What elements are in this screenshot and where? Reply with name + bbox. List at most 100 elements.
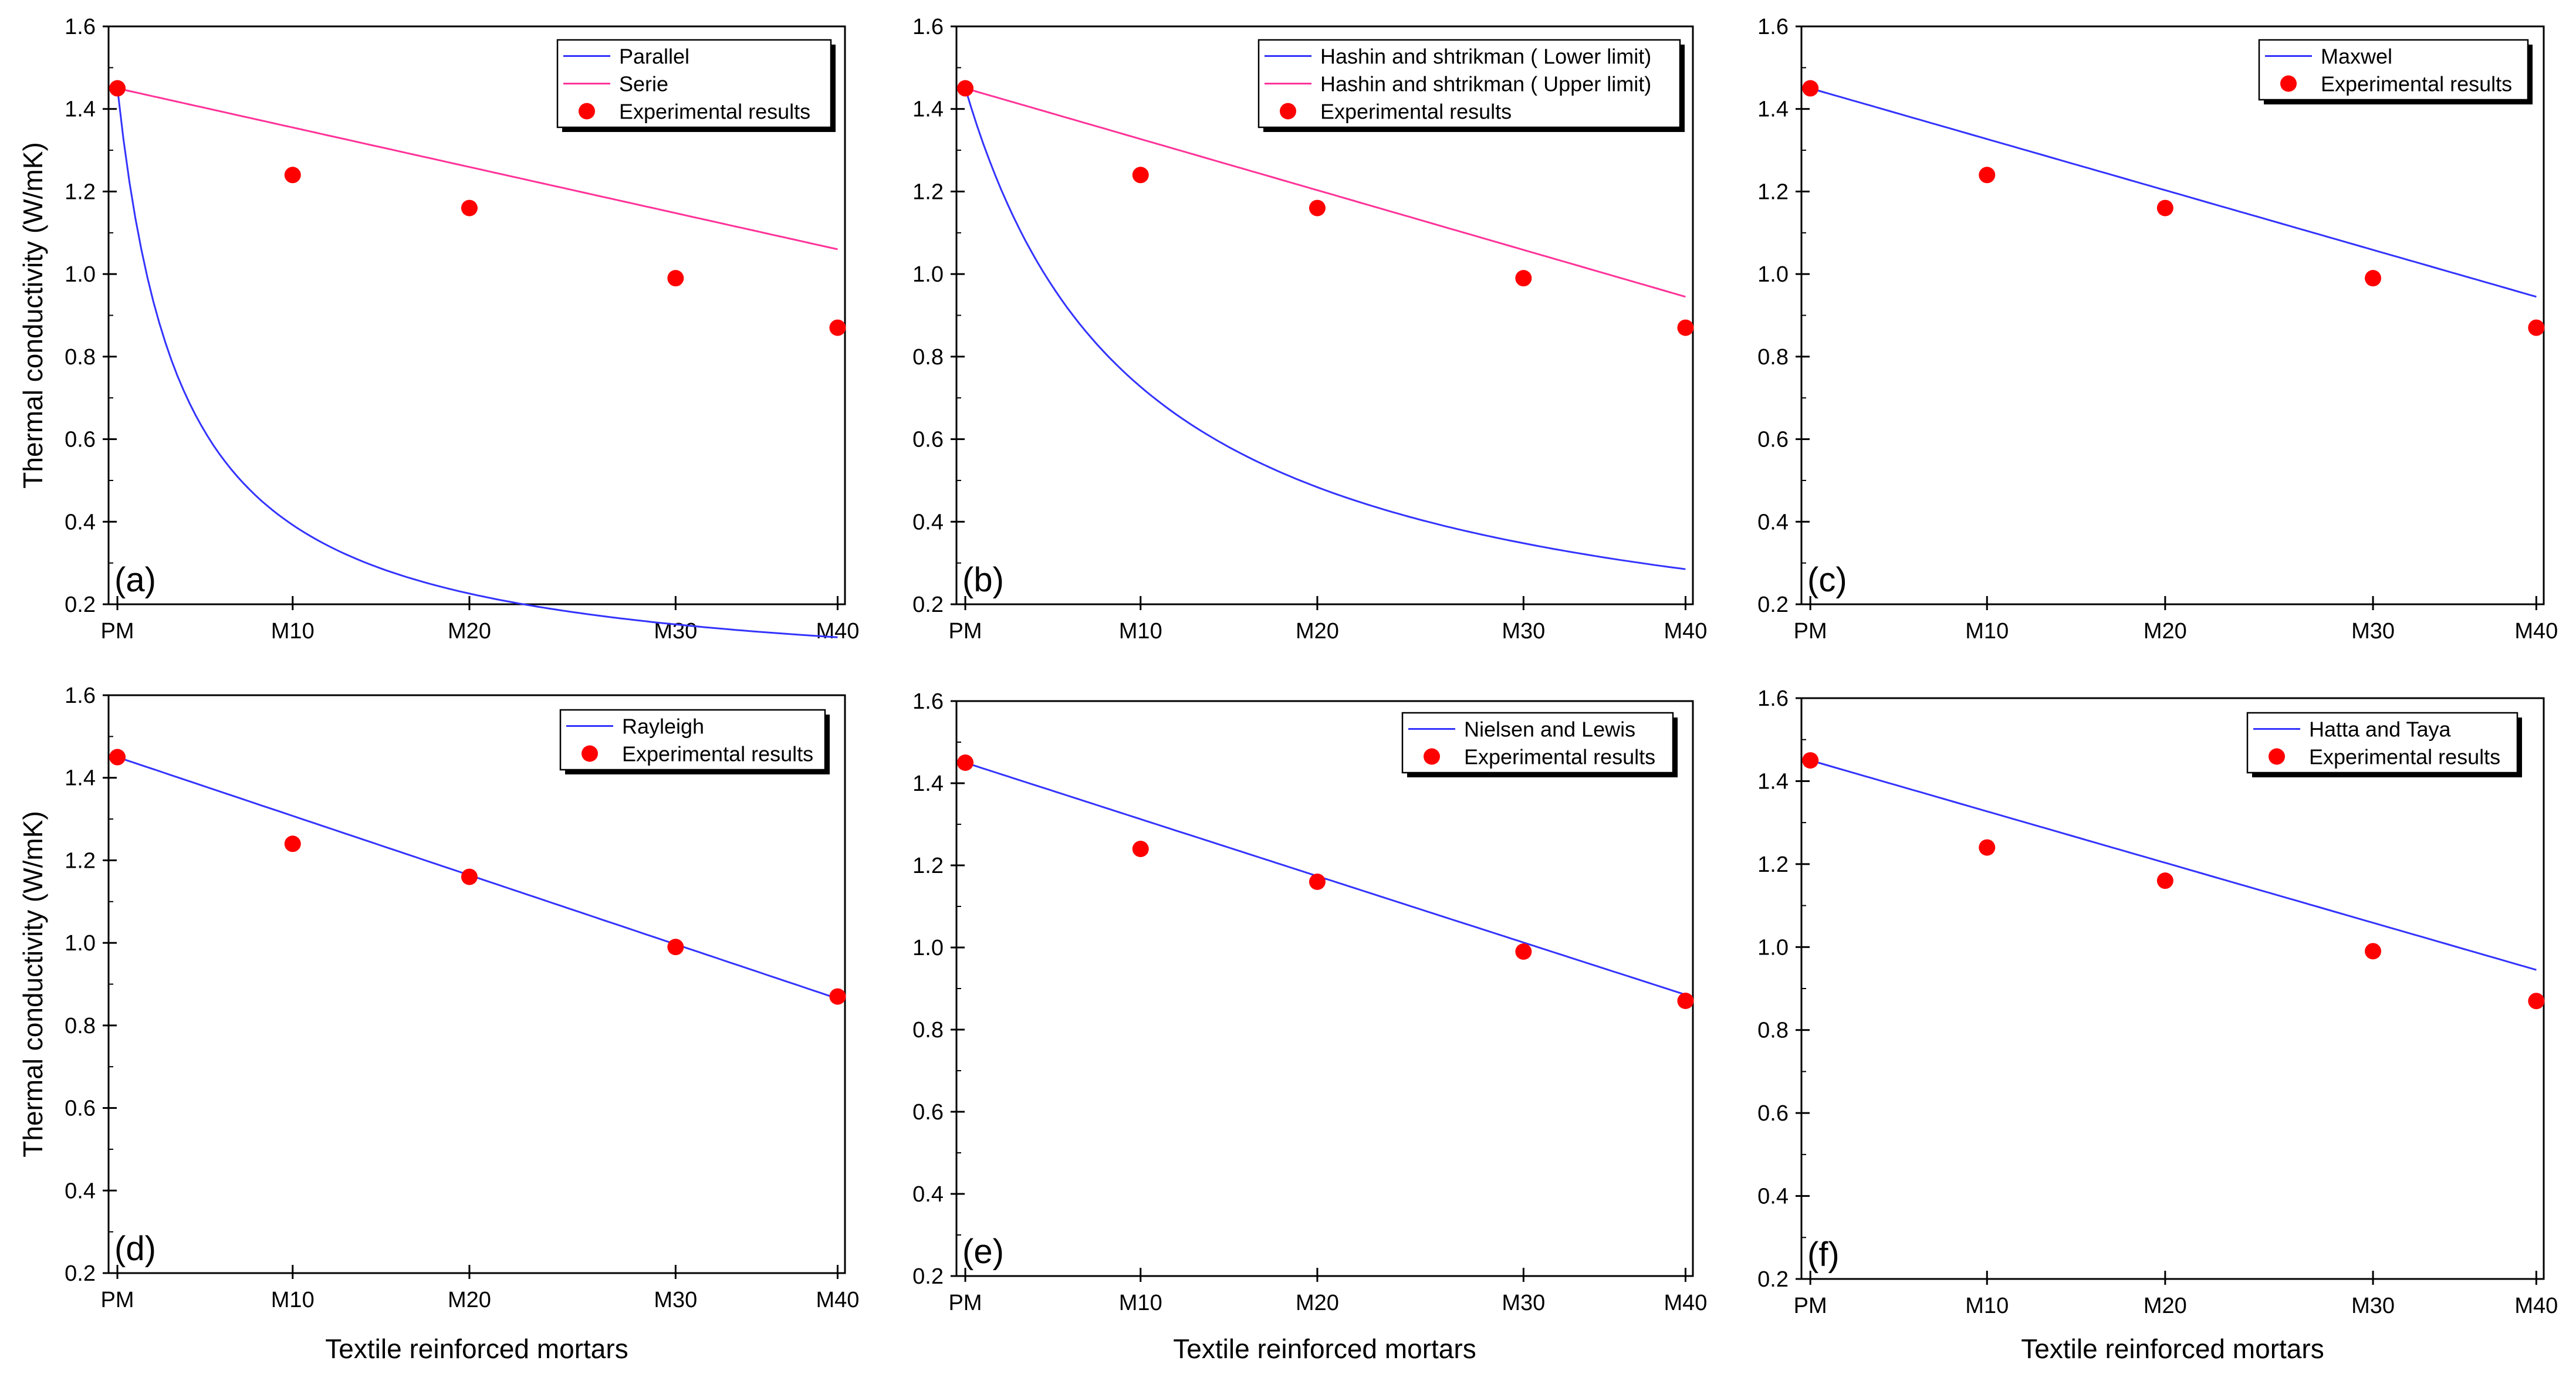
data-point xyxy=(1677,319,1694,336)
y-tick-label: 0.8 xyxy=(912,1018,944,1043)
data-point xyxy=(829,319,846,336)
data-point xyxy=(957,754,974,771)
series-line-1 xyxy=(117,87,838,251)
x-tick-label: M40 xyxy=(2514,619,2558,644)
series-line-1 xyxy=(965,87,1686,298)
y-tick-label: 0.2 xyxy=(65,1261,96,1286)
x-tick-label: M30 xyxy=(654,1288,697,1312)
plot-frame xyxy=(955,700,1694,1277)
data-point xyxy=(667,270,684,287)
data-point xyxy=(1677,993,1694,1009)
y-tick-label: 0.8 xyxy=(1757,345,1789,370)
y-tick-label: 1.2 xyxy=(1757,180,1789,204)
legend-marker-swatch xyxy=(1424,748,1440,765)
legend-box xyxy=(1257,39,1681,128)
x-tick-label: M20 xyxy=(1296,1291,1339,1315)
x-tick-label: M20 xyxy=(2144,619,2187,644)
x-tick-label: M40 xyxy=(816,619,859,644)
x-tick-label: M40 xyxy=(2514,1294,2558,1318)
x-tick-label: M40 xyxy=(1664,619,1707,644)
y-tick-label: 1.0 xyxy=(65,262,96,287)
data-point xyxy=(1309,874,1326,890)
y-tick-label: 1.2 xyxy=(912,180,944,204)
data-point xyxy=(1515,270,1532,287)
panel-label: (b) xyxy=(962,561,1004,599)
x-tick-label: M20 xyxy=(1296,619,1339,644)
x-tick-label: M40 xyxy=(1664,1291,1707,1315)
y-tick-label: 0.2 xyxy=(912,1264,944,1289)
y-tick-label: 1.6 xyxy=(912,15,944,39)
x-tick-label: PM xyxy=(949,619,982,644)
panel-c: 0.2 0.4 0.6 0.8 1.0 1.2 1.4 1.6 PM M10 M20 M30 M40 Ma… xyxy=(1757,15,2558,644)
data-point xyxy=(2528,993,2545,1010)
series-line-0 xyxy=(1810,759,2537,971)
y-tick-label: 1.0 xyxy=(65,931,96,956)
x-axis-title: Textile reinforced mortars xyxy=(2021,1334,2324,1364)
plot-frame xyxy=(107,694,846,1274)
y-tick-label: 1.2 xyxy=(912,854,944,878)
panel-d: 0.2 0.4 0.6 0.8 1.0 1.2 1.4 1.6 PM M10 M20 M30 M40 Ra… xyxy=(18,683,859,1364)
legend-box xyxy=(559,709,826,771)
x-tick-label: M20 xyxy=(448,619,491,644)
y-tick-label: 0.4 xyxy=(1757,1185,1789,1209)
data-point xyxy=(2365,270,2382,287)
y-tick-label: 0.8 xyxy=(912,345,944,370)
y-tick-label: 0.2 xyxy=(65,593,96,617)
series-line-0 xyxy=(1810,87,2537,298)
data-point xyxy=(1802,752,1819,769)
panel-e: 0.2 0.4 0.6 0.8 1.0 1.2 1.4 1.6 PM M10 M20 M30 M40 Ni… xyxy=(912,689,1707,1364)
legend-label: Hashin and shtrikman ( Upper limit) xyxy=(1320,72,1651,96)
x-tick-label: M10 xyxy=(271,1288,315,1312)
data-point xyxy=(1979,839,1996,856)
legend-label: Experimental results xyxy=(2321,72,2512,96)
legend-marker-swatch xyxy=(579,103,595,120)
x-tick-label: M10 xyxy=(271,619,315,644)
data-point xyxy=(667,939,684,956)
x-tick-label: M20 xyxy=(2144,1294,2187,1318)
panel-f: 0.2 0.4 0.6 0.8 1.0 1.2 1.4 1.6 PM M10 M20 M30 M40 Ha… xyxy=(1757,686,2558,1364)
x-tick-label: M40 xyxy=(816,1288,859,1312)
y-tick-label: 1.6 xyxy=(1757,686,1789,711)
legend-label: Experimental results xyxy=(1320,100,1512,124)
y-tick-label: 0.6 xyxy=(912,428,944,452)
legend-marker-swatch xyxy=(2280,75,2297,92)
y-tick-label: 0.4 xyxy=(65,1179,96,1203)
panel-label: (c) xyxy=(1807,561,1847,599)
y-tick-label: 0.6 xyxy=(65,1097,96,1121)
legend-box xyxy=(1401,712,1674,774)
x-tick-label: M20 xyxy=(448,1288,491,1312)
y-tick-label: 0.2 xyxy=(912,593,944,617)
legend-label: Parallel xyxy=(619,45,689,69)
data-point xyxy=(2156,199,2173,216)
x-tick-label: M10 xyxy=(1965,619,2009,644)
x-tick-label: M10 xyxy=(1119,619,1162,644)
panel-label: (f) xyxy=(1807,1236,1840,1274)
legend-label: Serie xyxy=(619,72,668,96)
legend-box xyxy=(2258,39,2529,101)
y-tick-label: 1.6 xyxy=(1757,15,1789,39)
legend-label: Experimental results xyxy=(619,100,810,124)
x-tick-label: M10 xyxy=(1119,1291,1162,1315)
y-tick-label: 1.6 xyxy=(65,15,96,39)
x-tick-label: M30 xyxy=(1502,1291,1545,1315)
legend-label: Experimental results xyxy=(2309,745,2500,769)
legend-label: Experimental results xyxy=(622,742,813,766)
y-tick-label: 1.0 xyxy=(912,936,944,960)
y-axis-title: Thermal conductivity (W/mK) xyxy=(18,142,48,488)
legend-label: Maxwel xyxy=(2321,45,2392,69)
data-point xyxy=(109,80,126,97)
y-tick-label: 1.6 xyxy=(65,683,96,708)
y-tick-label: 0.6 xyxy=(912,1100,944,1125)
y-tick-label: 1.0 xyxy=(1757,262,1789,287)
x-tick-label: M30 xyxy=(2351,619,2395,644)
data-point xyxy=(1132,841,1149,857)
data-point xyxy=(284,835,301,852)
x-tick-label: PM xyxy=(101,619,134,644)
x-axis-title: Textile reinforced mortars xyxy=(1173,1334,1476,1364)
x-tick-label: PM xyxy=(1794,619,1827,644)
y-tick-label: 0.8 xyxy=(1757,1018,1789,1043)
legend-label: Rayleigh xyxy=(622,715,704,739)
y-tick-label: 0.2 xyxy=(1757,593,1789,617)
panel-label: (d) xyxy=(114,1230,156,1268)
y-tick-label: 1.2 xyxy=(1757,852,1789,877)
